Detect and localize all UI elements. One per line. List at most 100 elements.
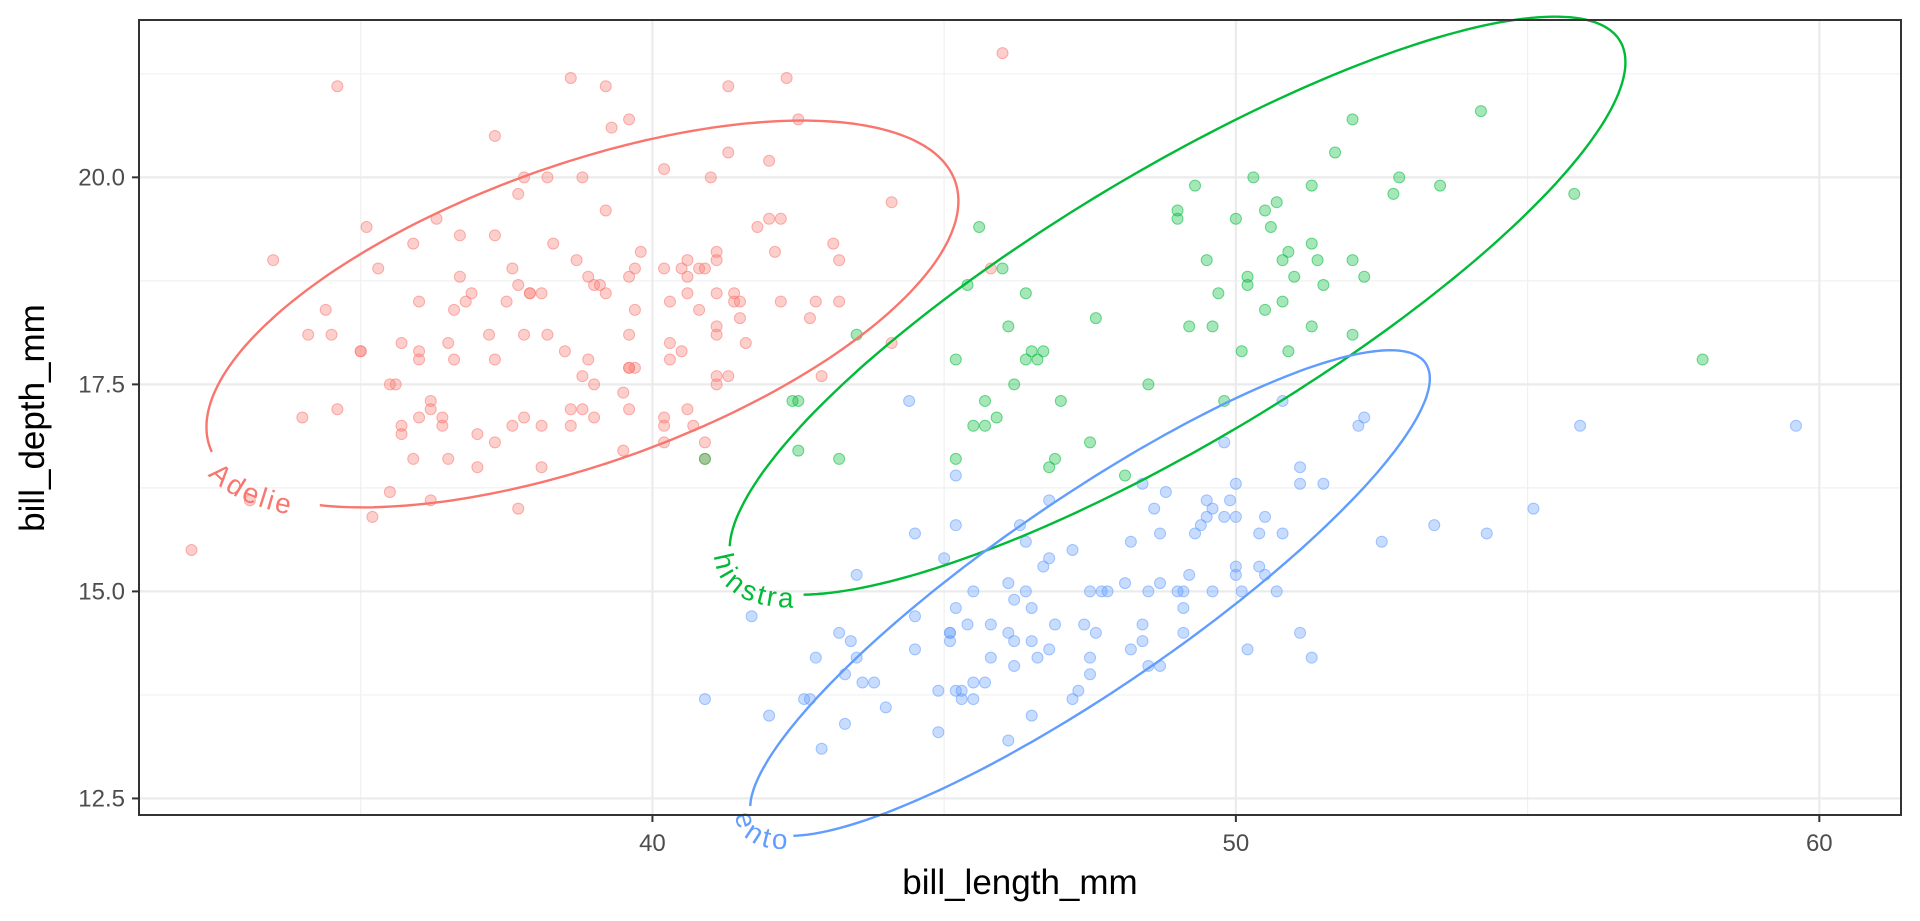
gentoo-point	[955, 684, 968, 697]
adelie-point	[512, 502, 525, 515]
adelie-point	[267, 254, 280, 267]
adelie-point	[722, 80, 735, 93]
chinstrap-point	[1200, 254, 1213, 267]
gentoo-point	[1002, 734, 1015, 747]
gentoo-point	[1078, 618, 1091, 631]
adelie-point	[570, 254, 583, 267]
gentoo-point	[1025, 635, 1038, 648]
gentoo-ellipse	[749, 348, 1431, 837]
gentoo-point	[1154, 527, 1167, 540]
chinstrap-point	[1346, 113, 1359, 126]
adelie-point	[658, 419, 671, 432]
adelie-point	[710, 287, 723, 300]
adelie-point	[658, 411, 671, 424]
chinstrap-point	[1054, 394, 1067, 407]
adelie-point	[675, 262, 688, 275]
x-tick-label: 60	[1806, 830, 1833, 857]
adelie-point	[792, 113, 805, 126]
adelie-point	[547, 237, 560, 250]
gentoo-point	[1375, 535, 1388, 548]
gentoo-point	[1574, 419, 1587, 432]
y-tick-label: 20.0	[78, 164, 125, 191]
gentoo-point	[856, 676, 869, 689]
adelie-point	[413, 345, 426, 358]
gentoo-point	[815, 742, 828, 755]
gentoo-point	[1270, 585, 1283, 598]
adelie-point	[763, 212, 776, 225]
chinstrap-point	[1270, 196, 1283, 209]
gentoo-point	[1148, 502, 1161, 515]
minor-gridlines	[139, 20, 1901, 815]
chinstrap-point	[1049, 452, 1062, 465]
chinstrap-point	[1282, 345, 1295, 358]
gentoo-point	[908, 610, 921, 623]
gentoo-point	[1002, 626, 1015, 639]
adelie-point	[628, 361, 641, 374]
adelie-point	[448, 353, 461, 366]
adelie-point	[768, 245, 781, 258]
adelie-point	[681, 287, 694, 300]
gentoo-point	[1008, 593, 1021, 606]
adelie-point	[535, 461, 548, 474]
gentoo-point	[943, 635, 956, 648]
adelie-point	[763, 154, 776, 167]
chinstrap-point	[1387, 187, 1400, 200]
adelie-point	[413, 353, 426, 366]
gentoo-point	[908, 527, 921, 540]
adelie-point	[576, 403, 589, 416]
x-axis: 40 50 60	[639, 815, 1833, 857]
chinstrap-point	[1346, 328, 1359, 341]
adelie-point	[623, 328, 636, 341]
adelie-point	[488, 353, 501, 366]
gentoo-point	[1025, 709, 1038, 722]
chinstrap-point	[1474, 105, 1487, 118]
adelie-point	[442, 336, 455, 349]
chinstrap-point	[1264, 221, 1277, 234]
gentoo-point	[1294, 477, 1307, 490]
chinstrap-point	[1247, 171, 1260, 184]
gentoo-point	[1008, 635, 1021, 648]
chinstrap-point	[1288, 270, 1301, 283]
adelie-point	[395, 428, 408, 441]
gentoo-point	[1119, 577, 1132, 590]
adelie-point	[558, 345, 571, 358]
adelie-point	[424, 394, 437, 407]
adelie-point	[599, 204, 612, 217]
adelie-point	[302, 328, 315, 341]
adelie-point	[407, 237, 420, 250]
adelie-point	[710, 328, 723, 341]
adelie-point	[459, 295, 472, 308]
adelie-point	[593, 279, 606, 291]
chinstrap-point	[1025, 345, 1038, 358]
chinstrap-point	[1142, 378, 1155, 391]
gentoo-point	[1294, 626, 1307, 639]
chinstrap-point	[792, 394, 805, 407]
gentoo-point	[1043, 643, 1056, 656]
gentoo-point	[698, 693, 711, 706]
gentoo-point	[1428, 519, 1441, 532]
adelie-point	[541, 171, 554, 184]
gentoo-point	[903, 394, 916, 407]
gentoo-point	[1177, 626, 1190, 639]
x-tick-label: 50	[1223, 830, 1250, 857]
chinstrap-point	[1393, 171, 1406, 184]
adelie-point	[710, 378, 723, 391]
gentoo-point	[1241, 643, 1254, 656]
adelie-point	[698, 262, 711, 275]
gentoo-point	[1189, 527, 1202, 540]
adelie-point	[803, 312, 816, 325]
adelie-point	[774, 212, 787, 225]
data-points	[185, 47, 1802, 755]
chinstrap-point	[1305, 179, 1318, 192]
gentoo-point	[943, 626, 956, 639]
adelie-point	[623, 270, 636, 283]
gentoo-point	[932, 684, 945, 697]
chinstrap-point	[1019, 287, 1032, 300]
adelie-point	[506, 419, 519, 432]
adelie-point	[663, 353, 676, 366]
gentoo-point	[1002, 577, 1015, 590]
chinstrap-point	[1183, 320, 1196, 333]
chinstrap-point	[1305, 237, 1318, 250]
chinstrap-point	[1241, 279, 1254, 291]
